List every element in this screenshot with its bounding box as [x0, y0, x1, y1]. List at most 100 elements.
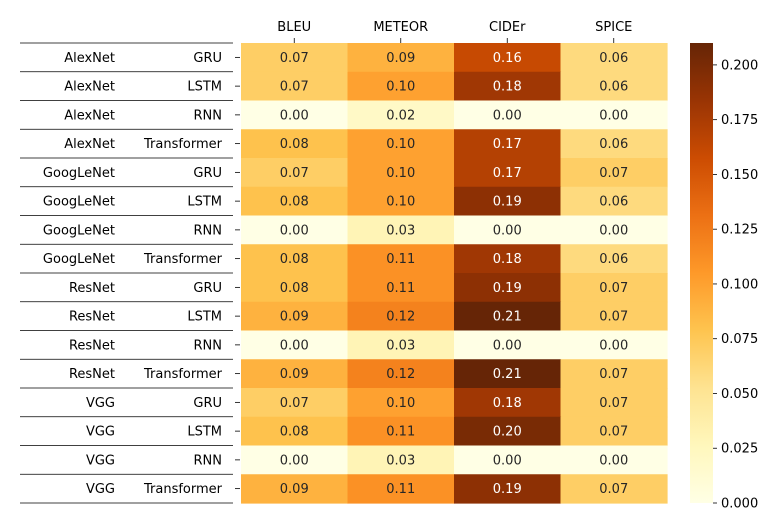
heatmap-cell: [347, 71, 455, 102]
cell-value-label: 0.06: [599, 51, 628, 66]
heatmap-cell: [454, 43, 562, 73]
row-label-decoder: RNN: [194, 108, 222, 123]
cell-value-label: 0.06: [599, 195, 628, 210]
heatmap-cell: [454, 388, 562, 418]
heatmap-cell: [560, 474, 668, 504]
cell-value-label: 0.07: [599, 281, 628, 296]
cell-value-label: 0.07: [599, 396, 628, 411]
heatmap-cell: [347, 100, 455, 130]
cell-value-label: 0.07: [599, 367, 628, 382]
cell-value-label: 0.03: [386, 338, 415, 353]
cell-value-label: 0.11: [386, 425, 415, 440]
cell-value-label: 0.11: [386, 252, 415, 267]
heatmap-cell: [560, 273, 668, 303]
row-label-decoder: LSTM: [187, 425, 222, 440]
heatmap-cell: [241, 416, 349, 447]
cell-value-label: 0.18: [493, 80, 522, 95]
heatmap-cell: [454, 273, 562, 303]
row-label-encoder: ResNet: [69, 367, 115, 382]
row-label-decoder: RNN: [194, 453, 222, 468]
cell-value-label: 0.03: [386, 223, 415, 238]
heatmap-cell: [560, 129, 668, 159]
cell-value-label: 0.17: [493, 166, 522, 181]
cell-value-label: 0.12: [386, 310, 415, 325]
cell-value-label: 0.09: [280, 367, 309, 382]
heatmap-cell: [241, 301, 349, 332]
heatmap-cell: [454, 71, 562, 102]
heatmap-cell: [560, 301, 668, 332]
row-label-decoder: RNN: [194, 223, 222, 238]
colorbar-tick-label: 0.100: [721, 277, 758, 292]
heatmap-cell: [347, 43, 455, 73]
heatmap-cell: [347, 416, 455, 447]
cell-value-label: 0.00: [280, 453, 309, 468]
heatmap-cell: [454, 301, 562, 332]
heatmap-cell: [560, 388, 668, 418]
cell-value-label: 0.00: [599, 338, 628, 353]
row-label-encoder: VGG: [86, 425, 115, 440]
cell-value-label: 0.00: [599, 108, 628, 123]
cell-value-label: 0.07: [599, 310, 628, 325]
heatmap-cell: [241, 388, 349, 418]
cell-value-label: 0.08: [280, 425, 309, 440]
heatmap-cells: 0.07 0.09 0.16 0.06 0.07 0.10 0.18 0.06 0.00 0.02…: [241, 43, 668, 504]
row-label-encoder: VGG: [86, 453, 115, 468]
heatmap-cell: [241, 186, 349, 217]
row-label-encoder: GoogLeNet: [43, 252, 115, 267]
cell-value-label: 0.08: [280, 195, 309, 210]
heatmap-cell: [560, 244, 668, 274]
row-label-decoder: LSTM: [187, 195, 222, 210]
heatmap-cell: [241, 330, 349, 360]
heatmap-cell: [241, 100, 349, 130]
cell-value-label: 0.18: [493, 252, 522, 267]
heatmap-cell: [347, 273, 455, 303]
heatmap-cell: [347, 129, 455, 159]
heatmap-cell: [347, 215, 455, 245]
heatmap-cell: [241, 445, 349, 475]
heatmap-cell: [560, 71, 668, 102]
row-label-decoder: GRU: [193, 396, 222, 411]
colorbar-gradient: [690, 43, 713, 503]
cell-value-label: 0.21: [493, 310, 522, 325]
row-label-encoder: AlexNet: [64, 108, 115, 123]
colorbar-tick-label: 0.175: [721, 113, 758, 128]
cell-value-label: 0.07: [599, 482, 628, 497]
row-label-encoder: VGG: [86, 396, 115, 411]
heatmap-cell: [347, 186, 455, 217]
heatmap-cell: [241, 359, 349, 389]
cell-value-label: 0.11: [386, 281, 415, 296]
row-label-encoder: AlexNet: [64, 80, 115, 95]
heatmap-cell: [347, 388, 455, 418]
row-label-decoder: GRU: [193, 51, 222, 66]
cell-value-label: 0.06: [599, 80, 628, 95]
heatmap-cell: [454, 215, 562, 245]
heatmap-cell: [241, 43, 349, 73]
column-header: CIDEr: [489, 20, 526, 35]
heatmap-cell: [347, 359, 455, 389]
cell-value-label: 0.10: [386, 137, 415, 152]
heatmap-cell: [454, 100, 562, 130]
heatmap-cell: [347, 330, 455, 360]
cell-value-label: 0.20: [493, 425, 522, 440]
heatmap-cell: [241, 158, 349, 188]
colorbar-tick-label: 0.125: [721, 223, 758, 238]
heatmap-cell: [347, 244, 455, 274]
cell-value-label: 0.18: [493, 396, 522, 411]
cell-value-label: 0.19: [493, 281, 522, 296]
row-label-encoder: GoogLeNet: [43, 223, 115, 238]
row-label-encoder: GoogLeNet: [43, 166, 115, 181]
heatmap-cell: [347, 474, 455, 504]
cell-value-label: 0.07: [599, 425, 628, 440]
column-header: METEOR: [373, 20, 428, 35]
heatmap-cell: [241, 215, 349, 245]
cell-value-label: 0.06: [599, 252, 628, 267]
row-label-decoder: GRU: [193, 281, 222, 296]
heatmap-cell: [347, 301, 455, 332]
colorbar-tick-label: 0.025: [721, 442, 758, 457]
colorbar-tick-label: 0.150: [721, 168, 758, 183]
heatmap-cell: [347, 445, 455, 475]
cell-value-label: 0.03: [386, 453, 415, 468]
heatmap-cell: [454, 129, 562, 159]
row-label-decoder: Transformer: [143, 137, 223, 152]
cell-value-label: 0.00: [599, 453, 628, 468]
